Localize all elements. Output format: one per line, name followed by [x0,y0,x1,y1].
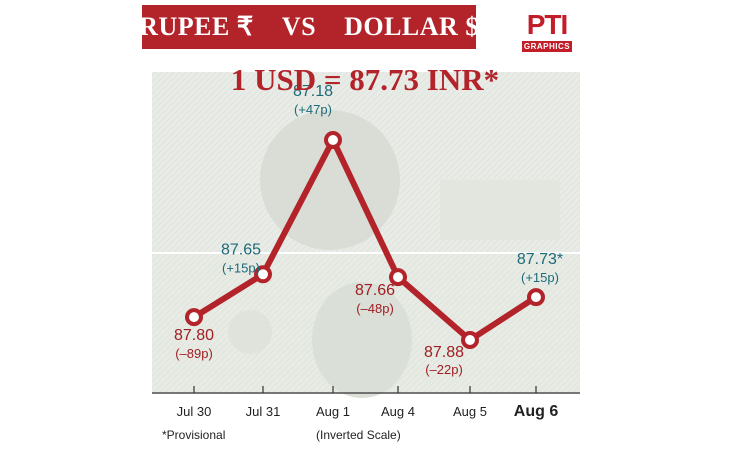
data-point-aug-1 [324,131,342,149]
change-label: (+47p) [294,102,332,117]
change-label: (+15p) [222,260,260,275]
x-tick-label: Jul 30 [177,404,212,419]
change-label: (+15p) [521,270,559,285]
data-labels: 87.80 (–89p) 87.65 (+15p) 87.18 (+47p) 87.66 (–… [174,83,563,377]
provisional-note: *Provisional [162,428,226,442]
value-label: 87.66 [355,282,395,299]
series-line [191,137,539,343]
x-ticks [193,386,537,393]
change-label: (–22p) [425,362,463,377]
rupee-note-illustration [152,72,580,252]
title-rupee: RUPEE ₹ [139,12,254,41]
title-dollar: DOLLAR $ [344,12,479,41]
x-tick-labels: Jul 30 Jul 31 Aug 1 Aug 4 Aug 5 Aug 6 [177,403,559,420]
value-label: 87.88 [424,344,464,361]
data-point-jul-31 [254,265,272,284]
value-label: 87.73* [517,251,563,268]
data-points [185,131,545,349]
pti-logo: PTI GRAPHICS [522,10,572,54]
chart-title-banner: RUPEE ₹ VS DOLLAR $ [139,5,479,49]
pti-logo-sub: GRAPHICS [522,41,572,52]
inverted-scale-note: (Inverted Scale) [316,428,401,442]
exchange-rate-headline: 1 USD = 87.73 INR* [230,62,500,97]
title-vs: VS [281,12,317,41]
value-label: 87.65 [221,241,261,258]
x-tick-label: Jul 31 [246,404,281,419]
data-point-aug-6 [527,288,545,307]
change-label: (–89p) [175,346,213,361]
pti-logo-text: PTI [526,9,569,40]
change-label: (–48p) [356,301,394,316]
data-point-aug-4 [389,268,407,287]
data-point-aug-5 [461,331,479,349]
x-tick-label: Aug 5 [453,404,487,419]
value-label: 87.80 [174,327,214,344]
data-point-jul-30 [185,308,203,327]
value-label: 87.18 [293,83,333,100]
x-tick-label: Aug 1 [316,404,350,419]
dollar-note-illustration [152,254,580,398]
x-tick-label: Aug 6 [514,403,559,420]
x-tick-label: Aug 4 [381,404,415,419]
